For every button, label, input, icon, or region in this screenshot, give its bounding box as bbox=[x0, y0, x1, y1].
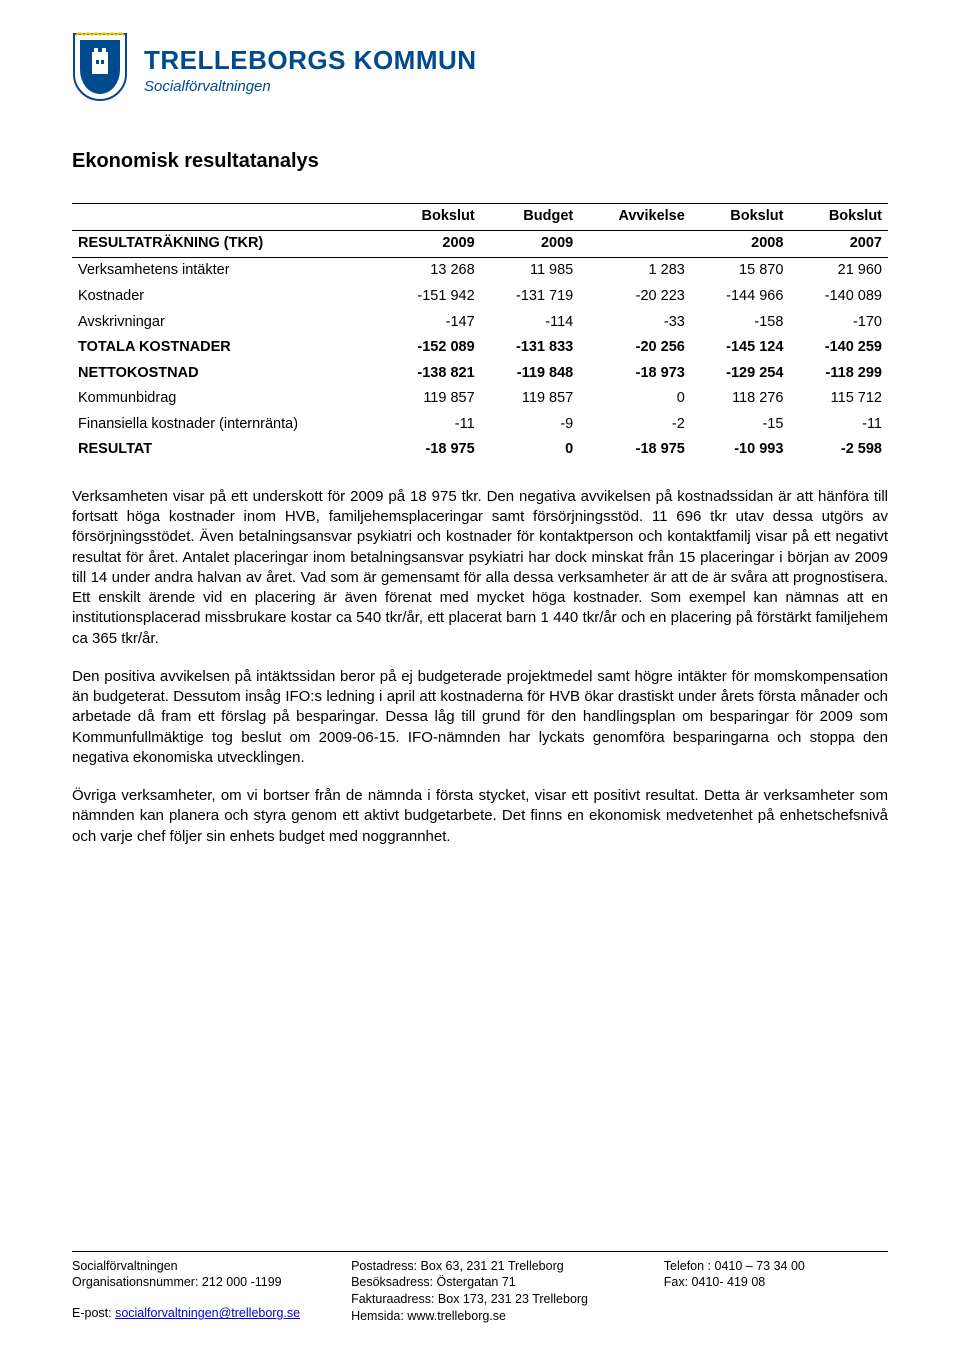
footer-hemsida: Hemsida: www.trelleborg.se bbox=[351, 1308, 654, 1325]
crest-logo bbox=[72, 32, 128, 108]
footer-email-line: E-post: socialforvaltningen@trelleborg.s… bbox=[72, 1305, 341, 1322]
cell: 119 857 bbox=[382, 386, 481, 412]
row-label: Verksamhetens intäkter bbox=[72, 258, 382, 284]
cell: 0 bbox=[481, 437, 580, 463]
col-h-2b bbox=[579, 230, 691, 258]
cell: -170 bbox=[789, 310, 888, 336]
body-paragraph: Den positiva avvikelsen på intäktssidan … bbox=[72, 667, 888, 768]
body-paragraph: Verksamheten visar på ett underskott för… bbox=[72, 487, 888, 649]
col-h-3a: Bokslut bbox=[691, 204, 790, 231]
cell: 115 712 bbox=[789, 386, 888, 412]
resultat-table: Bokslut Budget Avvikelse Bokslut Bokslut… bbox=[72, 203, 888, 463]
cell: -15 bbox=[691, 412, 790, 438]
header-text: TRELLEBORGS KOMMUN Socialförvaltningen bbox=[144, 43, 477, 96]
cell: -18 975 bbox=[579, 437, 691, 463]
cell: -118 299 bbox=[789, 361, 888, 387]
section-title: Ekonomisk resultatanalys bbox=[72, 148, 888, 175]
cell: -158 bbox=[691, 310, 790, 336]
cell: 118 276 bbox=[691, 386, 790, 412]
cell: -131 833 bbox=[481, 335, 580, 361]
col-h-3b: 2008 bbox=[691, 230, 790, 258]
cell: -138 821 bbox=[382, 361, 481, 387]
table-row: Verksamhetens intäkter13 26811 9851 2831… bbox=[72, 258, 888, 284]
table-row: Kostnader-151 942-131 719-20 223-144 966… bbox=[72, 284, 888, 310]
cell: 15 870 bbox=[691, 258, 790, 284]
cell: -147 bbox=[382, 310, 481, 336]
cell: -10 993 bbox=[691, 437, 790, 463]
cell: -140 089 bbox=[789, 284, 888, 310]
cell: -2 bbox=[579, 412, 691, 438]
cell: 21 960 bbox=[789, 258, 888, 284]
sub-name: Socialförvaltningen bbox=[144, 77, 477, 97]
cell: -119 848 bbox=[481, 361, 580, 387]
row-label: Kommunbidrag bbox=[72, 386, 382, 412]
cell: 13 268 bbox=[382, 258, 481, 284]
cell: -18 973 bbox=[579, 361, 691, 387]
cell: -114 bbox=[481, 310, 580, 336]
col-h-4b: 2007 bbox=[789, 230, 888, 258]
footer-org: Socialförvaltningen bbox=[72, 1258, 341, 1275]
cell: 0 bbox=[579, 386, 691, 412]
footer-orgnum: Organisationsnummer: 212 000 -1199 bbox=[72, 1274, 341, 1291]
col-h-2a: Avvikelse bbox=[579, 204, 691, 231]
row-label: TOTALA KOSTNADER bbox=[72, 335, 382, 361]
row-label: RESULTAT bbox=[72, 437, 382, 463]
row-label: Avskrivningar bbox=[72, 310, 382, 336]
cell: -145 124 bbox=[691, 335, 790, 361]
footer-faktura: Fakturaadress: Box 173, 231 23 Trellebor… bbox=[351, 1291, 654, 1308]
footer-besok: Besöksadress: Östergatan 71 bbox=[351, 1274, 654, 1291]
cell: -20 256 bbox=[579, 335, 691, 361]
col-h-1b: 2009 bbox=[481, 230, 580, 258]
cell: -11 bbox=[382, 412, 481, 438]
cell: 119 857 bbox=[481, 386, 580, 412]
table-row: Avskrivningar-147-114-33-158-170 bbox=[72, 310, 888, 336]
table-row: TOTALA KOSTNADER-152 089-131 833-20 256-… bbox=[72, 335, 888, 361]
cell: -9 bbox=[481, 412, 580, 438]
row-label: Finansiella kostnader (internränta) bbox=[72, 412, 382, 438]
cell: 1 283 bbox=[579, 258, 691, 284]
col-rowlabel bbox=[72, 204, 382, 231]
footer-col-3: Telefon : 0410 – 73 34 00 Fax: 0410- 419… bbox=[664, 1258, 888, 1326]
body-paragraph: Övriga verksamheter, om vi bortser från … bbox=[72, 786, 888, 847]
col-h-4a: Bokslut bbox=[789, 204, 888, 231]
cell: -20 223 bbox=[579, 284, 691, 310]
cell: -129 254 bbox=[691, 361, 790, 387]
footer-post: Postadress: Box 63, 231 21 Trelleborg bbox=[351, 1258, 654, 1275]
document-header: TRELLEBORGS KOMMUN Socialförvaltningen bbox=[72, 32, 888, 108]
cell: 11 985 bbox=[481, 258, 580, 284]
footer-tel: Telefon : 0410 – 73 34 00 bbox=[664, 1258, 888, 1275]
row-label: Kostnader bbox=[72, 284, 382, 310]
row-label-header: RESULTATRÄKNING (TKR) bbox=[72, 230, 382, 258]
cell: -2 598 bbox=[789, 437, 888, 463]
footer-col-1: Socialförvaltningen Organisationsnummer:… bbox=[72, 1258, 341, 1326]
footer-email-link[interactable]: socialforvaltningen@trelleborg.se bbox=[115, 1306, 300, 1320]
cell: -144 966 bbox=[691, 284, 790, 310]
cell: -33 bbox=[579, 310, 691, 336]
table-row: RESULTAT-18 9750-18 975-10 993-2 598 bbox=[72, 437, 888, 463]
col-h-0b: 2009 bbox=[382, 230, 481, 258]
table-row: Kommunbidrag119 857119 8570118 276115 71… bbox=[72, 386, 888, 412]
footer-email-prefix: E-post: bbox=[72, 1306, 115, 1320]
cell: -131 719 bbox=[481, 284, 580, 310]
table-row: NETTOKOSTNAD-138 821-119 848-18 973-129 … bbox=[72, 361, 888, 387]
cell: -152 089 bbox=[382, 335, 481, 361]
table-row: Finansiella kostnader (internränta)-11-9… bbox=[72, 412, 888, 438]
cell: -140 259 bbox=[789, 335, 888, 361]
page-footer: Socialförvaltningen Organisationsnummer:… bbox=[72, 1251, 888, 1326]
cell: -11 bbox=[789, 412, 888, 438]
cell: -18 975 bbox=[382, 437, 481, 463]
row-label: NETTOKOSTNAD bbox=[72, 361, 382, 387]
org-name: TRELLEBORGS KOMMUN bbox=[144, 43, 477, 78]
cell: -151 942 bbox=[382, 284, 481, 310]
col-h-0a: Bokslut bbox=[382, 204, 481, 231]
footer-fax: Fax: 0410- 419 08 bbox=[664, 1274, 888, 1291]
footer-col-2: Postadress: Box 63, 231 21 Trelleborg Be… bbox=[351, 1258, 654, 1326]
col-h-1a: Budget bbox=[481, 204, 580, 231]
